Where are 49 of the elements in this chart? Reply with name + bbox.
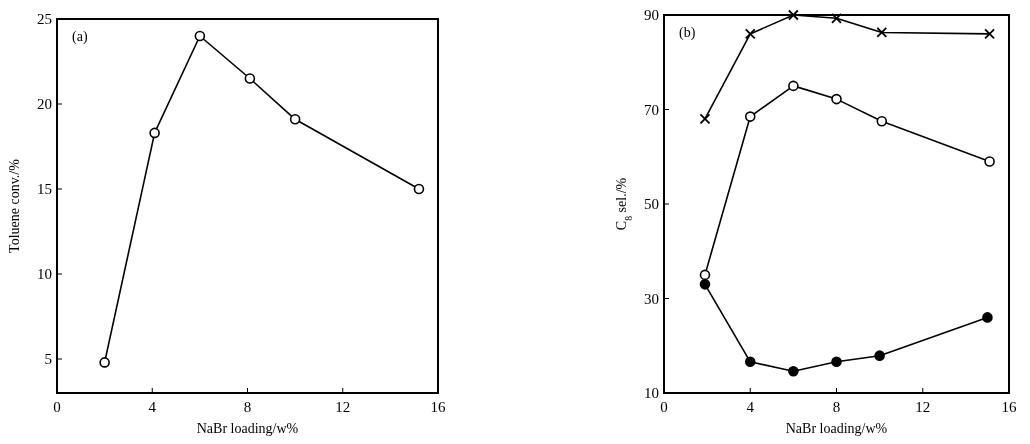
y-tick-label: 50 bbox=[644, 196, 659, 213]
point bbox=[744, 356, 756, 368]
y-tick-label: 10 bbox=[37, 266, 52, 283]
point bbox=[413, 183, 425, 195]
y-tick-label: 10 bbox=[644, 385, 659, 402]
point bbox=[744, 111, 756, 122]
x-axis-title: NaBr loading/w% bbox=[196, 421, 299, 436]
x-tick-label: 16 bbox=[1001, 399, 1017, 415]
point bbox=[699, 279, 711, 290]
x-axis-title: NaBr loading/w% bbox=[785, 421, 888, 436]
point bbox=[699, 113, 711, 125]
point bbox=[982, 312, 993, 323]
x-tick-label: 16 bbox=[430, 399, 446, 415]
point bbox=[876, 116, 888, 127]
point bbox=[984, 156, 995, 167]
x-tick-label: 0 bbox=[660, 399, 668, 415]
point bbox=[699, 269, 711, 281]
x-tick-label: 8 bbox=[243, 399, 252, 415]
y-tick-label: 5 bbox=[44, 351, 52, 368]
y-tick-label: 15 bbox=[37, 181, 52, 198]
point bbox=[788, 80, 799, 92]
y-axis-title: Toluene conv./% bbox=[7, 158, 22, 253]
x-tick-label: 4 bbox=[746, 399, 755, 415]
y-tick-label: 90 bbox=[644, 7, 659, 24]
point bbox=[831, 12, 842, 24]
y-tick-label: 30 bbox=[644, 290, 659, 307]
y-tick-label: 70 bbox=[644, 101, 659, 118]
x-tick-label: 12 bbox=[915, 399, 931, 415]
point bbox=[984, 28, 995, 40]
x-tick-label: 12 bbox=[335, 399, 351, 415]
point bbox=[194, 30, 206, 42]
x-tick-label: 0 bbox=[53, 399, 61, 415]
point bbox=[788, 365, 799, 377]
y-tick-label: 20 bbox=[37, 96, 52, 113]
point bbox=[831, 356, 842, 368]
point bbox=[99, 357, 110, 368]
point bbox=[244, 73, 256, 84]
annotation: (a) bbox=[72, 29, 88, 45]
point bbox=[831, 93, 842, 105]
point bbox=[149, 127, 160, 139]
point bbox=[289, 114, 301, 125]
x-tick-label: 4 bbox=[148, 399, 157, 415]
y-tick-label: 25 bbox=[37, 11, 52, 28]
point bbox=[787, 9, 799, 21]
annotation: (b) bbox=[679, 25, 696, 41]
point bbox=[874, 350, 885, 361]
x-tick-label: 8 bbox=[832, 399, 841, 415]
point bbox=[744, 28, 756, 40]
point bbox=[876, 27, 888, 38]
